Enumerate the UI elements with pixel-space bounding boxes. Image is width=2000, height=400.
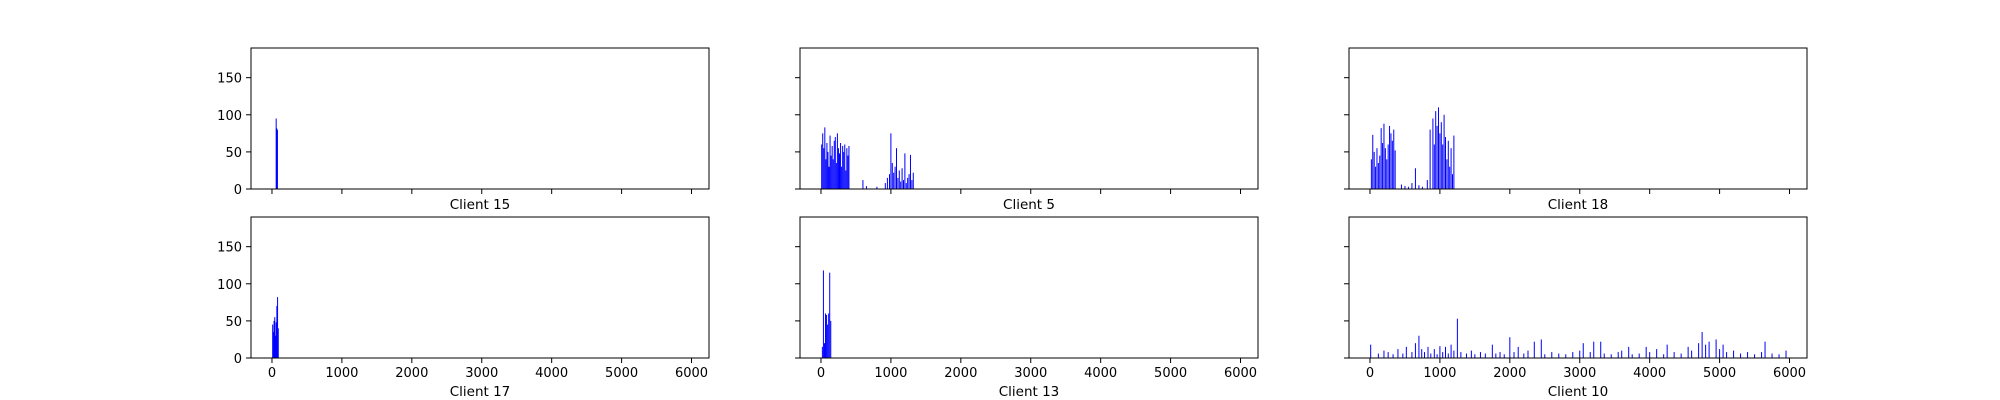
x-tick-label: 2000	[1493, 366, 1526, 381]
x-tick-label: 1000	[874, 366, 907, 381]
x-tick-label: 4000	[535, 366, 568, 381]
axes-frame	[1348, 216, 1808, 359]
y-tick-label: 0	[234, 352, 242, 367]
y-tick-label: 150	[217, 72, 242, 87]
x-axis-label: Client 13	[999, 384, 1060, 400]
x-tick-label: 4000	[1084, 366, 1117, 381]
subplot-2: Client 5	[795, 47, 1259, 213]
x-tick-label: 3000	[1563, 366, 1596, 381]
y-tick-label: 100	[217, 278, 242, 293]
x-axis-label: Client 10	[1548, 384, 1609, 400]
x-tick-label: 1000	[1423, 366, 1456, 381]
x-axis-label: Client 18	[1548, 197, 1609, 213]
axes-frame	[250, 47, 710, 190]
x-axis-label: Client 15	[450, 197, 511, 213]
x-tick-label: 0	[268, 366, 276, 381]
axes-frame	[799, 47, 1259, 190]
x-tick-label: 0	[817, 366, 825, 381]
axes-frame	[1348, 47, 1808, 190]
x-tick-label: 6000	[1773, 366, 1806, 381]
y-tick-label: 50	[225, 315, 242, 330]
x-tick-label: 2000	[944, 366, 977, 381]
x-axis-label: Client 17	[450, 384, 511, 400]
x-tick-label: 2000	[395, 366, 428, 381]
x-tick-label: 5000	[605, 366, 638, 381]
x-tick-label: 5000	[1154, 366, 1187, 381]
x-tick-label: 3000	[465, 366, 498, 381]
x-tick-label: 3000	[1014, 366, 1047, 381]
subplot-5: 0 1000 2000 3000 4000 5000 6000 Client 13	[795, 216, 1259, 400]
x-tick-label: 5000	[1703, 366, 1736, 381]
x-axis-label: Client 5	[1003, 197, 1055, 213]
axes-frame	[799, 216, 1259, 359]
x-tick-label: 4000	[1633, 366, 1666, 381]
axes-frame	[250, 216, 710, 359]
subplot-4: 0 1000 2000 3000 4000 5000 6000 0 50 100 150 Client…	[217, 216, 710, 400]
subplot-3: Client 18	[1344, 47, 1808, 213]
x-tick-label: 1000	[325, 366, 358, 381]
y-tick-label: 0	[234, 183, 242, 198]
y-tick-label: 50	[225, 146, 242, 161]
x-tick-label: 6000	[1224, 366, 1257, 381]
subplot-6: 0 1000 2000 3000 4000 5000 6000 Client 10	[1344, 216, 1808, 400]
y-tick-label: 100	[217, 109, 242, 124]
y-tick-label: 150	[217, 241, 242, 256]
x-tick-label: 0	[1366, 366, 1374, 381]
x-tick-label: 6000	[675, 366, 708, 381]
subplot-1: 0 50 100 150 Client 15	[217, 47, 710, 213]
